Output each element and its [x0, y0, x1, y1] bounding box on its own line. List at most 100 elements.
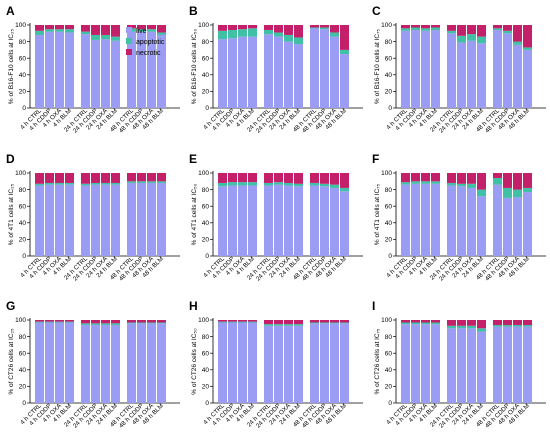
bar-segment-necrotic: [477, 173, 486, 190]
bar-segment-apoptotic: [101, 182, 110, 185]
y-tick-label: 0: [22, 105, 26, 112]
y-tick-label: 20: [385, 237, 393, 244]
bar-segment-live: [284, 41, 293, 108]
y-tick-label: 40: [385, 72, 393, 79]
bar-segment-live: [447, 328, 456, 403]
bar-segment-live: [401, 184, 410, 256]
bar-segment-necrotic: [65, 320, 74, 322]
y-tick-label: 20: [19, 89, 27, 96]
bar-segment-live: [101, 184, 110, 256]
bar-segment-live: [157, 34, 166, 108]
bar-segment-apoptotic: [320, 27, 329, 30]
y-tick-label: 80: [202, 187, 210, 194]
bar-segment-necrotic: [238, 320, 247, 322]
y-axis-title: % of CT26 cells at IC₂₅: [8, 328, 15, 395]
y-axis-title: % of CT26 cells at IC₅₀: [191, 328, 198, 395]
bar-segment-live: [411, 29, 420, 109]
bar-segment-necrotic: [477, 320, 486, 329]
bar-segment-live: [523, 192, 532, 256]
bar-segment-necrotic: [147, 25, 156, 30]
bar-segment-live: [91, 184, 100, 256]
bar-segment-apoptotic: [294, 183, 303, 187]
bar-segment-apoptotic: [264, 182, 273, 186]
bar-segment-apoptotic: [401, 182, 410, 185]
bar-segment-live: [330, 36, 339, 109]
bar-segment-apoptotic: [137, 322, 146, 324]
bar-segment-live: [411, 183, 420, 256]
bar-segment-apoptotic: [65, 321, 74, 323]
bar-segment-necrotic: [493, 173, 502, 178]
bar-segment-apoptotic: [65, 29, 74, 33]
bar-segment-necrotic: [320, 25, 329, 28]
bar-segment-apoptotic: [147, 322, 156, 324]
bar-segment-apoptotic: [340, 322, 349, 324]
bar-segment-necrotic: [157, 173, 166, 182]
bar-segment-necrotic: [248, 173, 257, 183]
bar-segment-apoptotic: [431, 181, 440, 184]
bar-segment-necrotic: [401, 173, 410, 183]
bar-segment-apoptotic: [137, 29, 146, 32]
bar-segment-necrotic: [340, 25, 349, 50]
panel-letter: I: [372, 299, 375, 313]
bar-segment-live: [513, 326, 522, 403]
bar-segment-apoptotic: [55, 321, 64, 323]
y-tick-label: 20: [385, 384, 393, 391]
bar-segment-live: [294, 186, 303, 256]
panel-letter: E: [189, 152, 197, 166]
bar-segment-live: [503, 197, 512, 256]
bar-segment-live: [111, 184, 120, 256]
bar-segment-necrotic: [248, 25, 257, 29]
y-tick-label: 100: [15, 22, 26, 29]
bar-segment-necrotic: [310, 320, 319, 323]
bar-segment-live: [340, 191, 349, 256]
bar-segment-live: [248, 185, 257, 256]
bar-segment-live: [127, 31, 136, 108]
y-tick-label: 100: [381, 317, 392, 324]
y-tick-label: 0: [388, 105, 392, 112]
y-tick-label: 20: [202, 384, 210, 391]
bar-segment-apoptotic: [310, 322, 319, 324]
bar-segment-apoptotic: [401, 322, 410, 325]
bar-segment-live: [264, 185, 273, 256]
bar-segment-apoptotic: [218, 321, 227, 323]
bar-segment-apoptotic: [513, 189, 522, 198]
y-tick-label: 40: [19, 220, 27, 227]
bar-segment-live: [477, 43, 486, 109]
bar-segment-necrotic: [35, 173, 44, 184]
bar-segment-necrotic: [431, 320, 440, 323]
y-tick-label: 60: [19, 203, 27, 210]
bar-segment-apoptotic: [45, 29, 54, 32]
bar-segment-apoptotic: [503, 187, 512, 198]
bar-segment-apoptotic: [111, 36, 120, 41]
bar-segment-apoptotic: [248, 182, 257, 186]
bar-segment-apoptotic: [467, 34, 476, 41]
bar-segment-apoptotic: [238, 182, 247, 186]
bar-segment-necrotic: [101, 25, 110, 35]
bar-segment-necrotic: [218, 25, 227, 31]
bar-segment-necrotic: [477, 25, 486, 37]
bar-segment-live: [137, 31, 146, 108]
bar-segment-live: [513, 197, 522, 256]
bar-segment-live: [477, 331, 486, 403]
y-axis-title: % of 4T1 cells at IC₂₅: [8, 183, 15, 245]
bar-segment-live: [284, 325, 293, 403]
y-axis-title: % of 4T1 cells at IC₇₅: [374, 184, 381, 246]
bar-segment-live: [503, 33, 512, 108]
legend-swatch-live: [126, 27, 132, 33]
bar-segment-apoptotic: [274, 182, 283, 185]
y-tick-label: 80: [19, 334, 27, 341]
bar-segment-live: [330, 187, 339, 256]
bar-segment-apoptotic: [284, 34, 293, 42]
bar-segment-necrotic: [137, 320, 146, 323]
bar-segment-apoptotic: [330, 32, 339, 37]
bar-segment-apoptotic: [477, 328, 486, 332]
bar-segment-live: [65, 32, 74, 108]
bar-segment-necrotic: [81, 173, 90, 184]
bar-segment-apoptotic: [310, 27, 319, 29]
bar-segment-necrotic: [411, 173, 420, 182]
bar-segment-live: [157, 323, 166, 403]
bar-segment-live: [65, 184, 74, 256]
